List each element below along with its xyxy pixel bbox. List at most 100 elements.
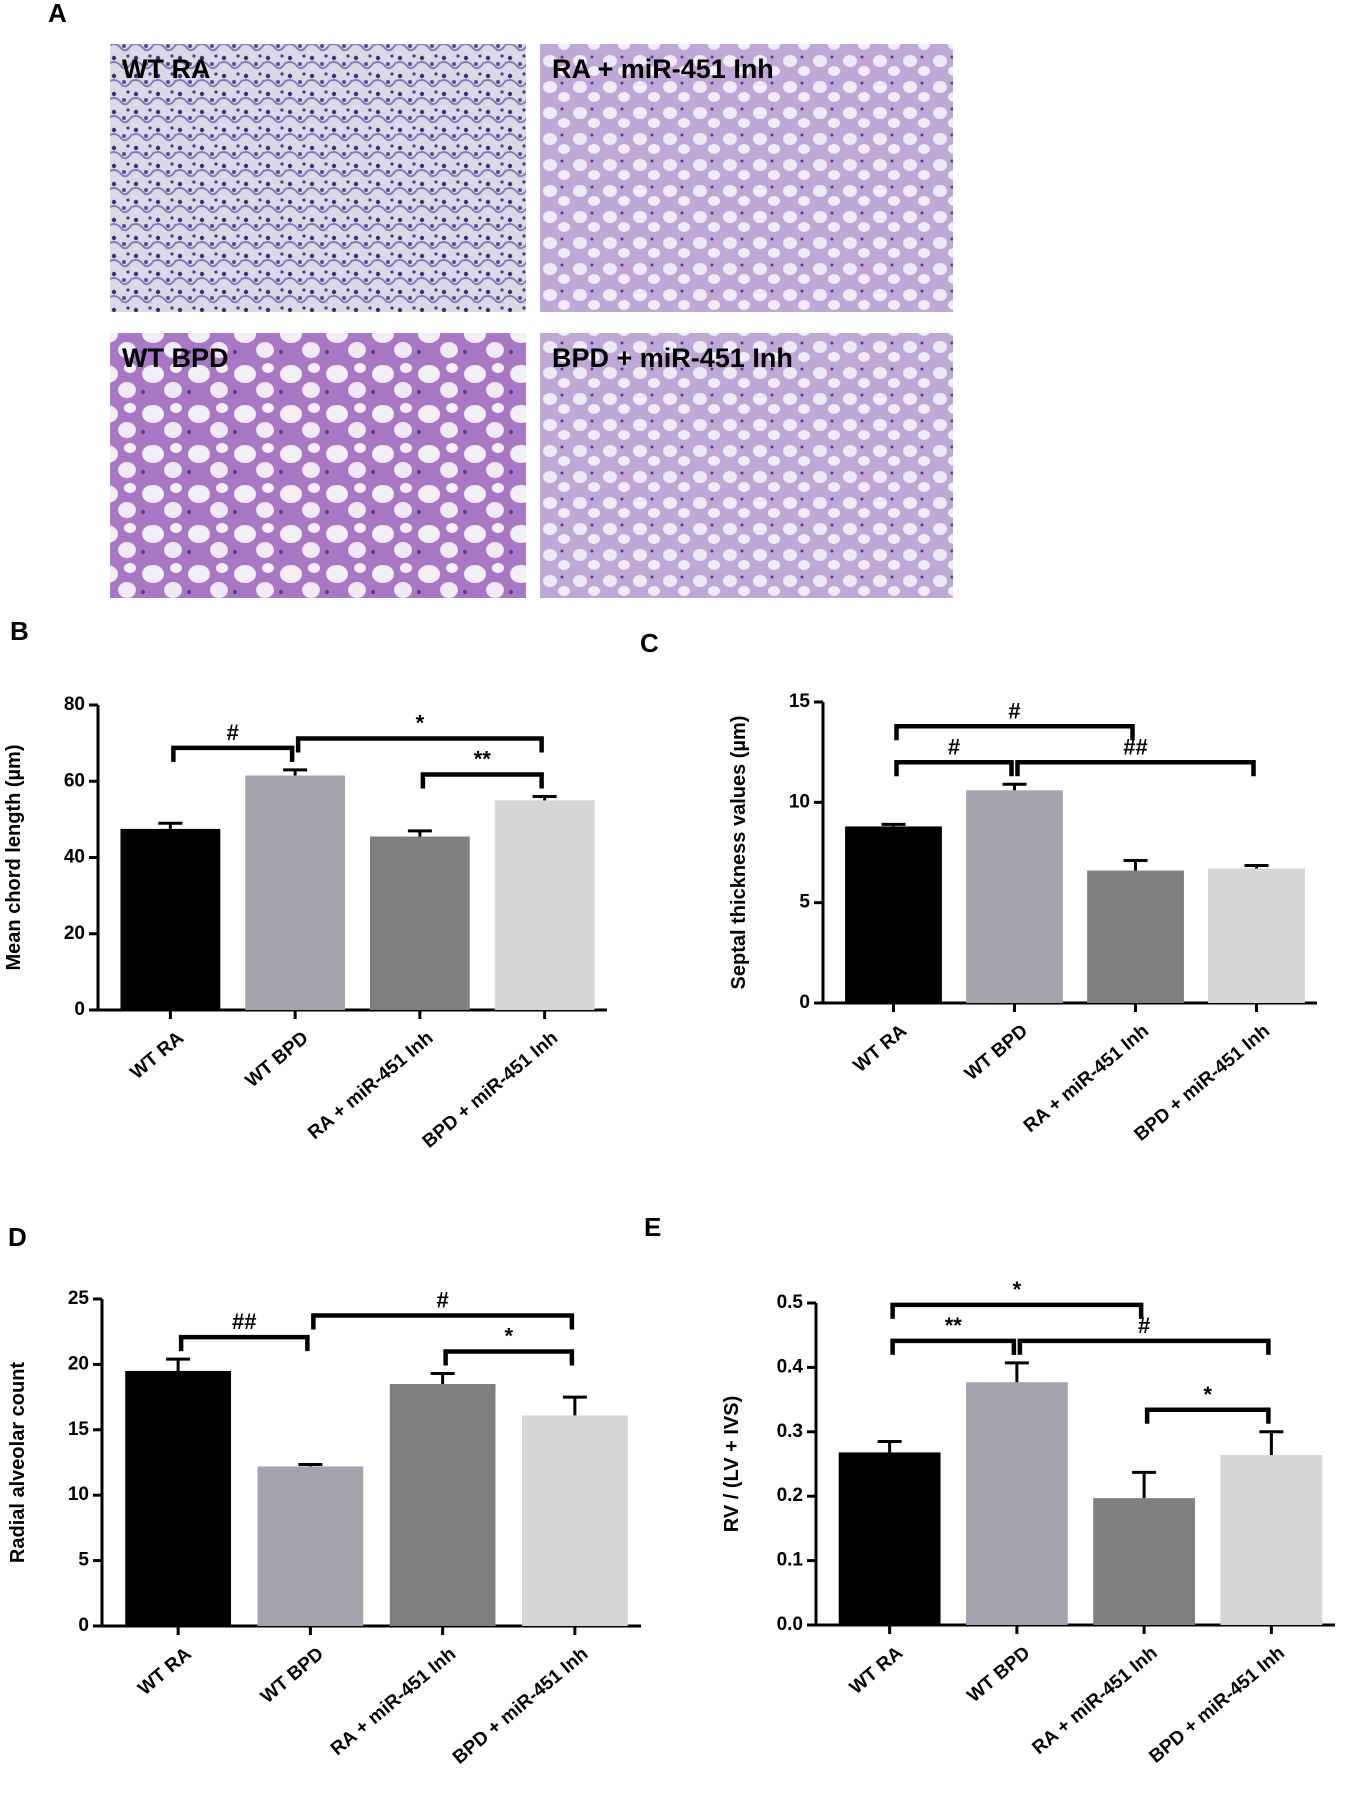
error-bar	[430, 1372, 455, 1385]
significance-label: **	[945, 1313, 963, 1338]
significance-label: *	[1013, 1277, 1022, 1302]
y-tick-label: 0.4	[777, 1356, 804, 1377]
bar	[965, 1382, 1068, 1625]
error-bar	[1004, 1361, 1029, 1383]
error-bar	[1259, 1430, 1284, 1455]
significance-label: *	[1203, 1382, 1212, 1407]
y-tick-label: 10	[68, 1484, 89, 1505]
x-tick-label: RA + miR-451 Inh	[327, 1644, 460, 1760]
y-axis-label: RV / (LV + IVS)	[721, 1396, 743, 1533]
bar	[1093, 1498, 1196, 1625]
significance-bracket	[178, 1334, 310, 1352]
y-tick-label: 60	[64, 770, 85, 791]
error-bar	[407, 829, 432, 837]
bar	[125, 1370, 232, 1626]
bar	[1087, 870, 1184, 1003]
error-bar	[881, 822, 906, 827]
y-tick-label: 5	[78, 1550, 89, 1571]
y-axis-label: Mean chord length (µm)	[3, 745, 25, 971]
significance-bracket	[890, 1338, 1017, 1355]
bar	[521, 1415, 628, 1626]
x-tick-label: RA + miR-451 Inh	[304, 1028, 437, 1144]
y-tick-label: 20	[64, 923, 85, 944]
bar	[245, 775, 346, 1010]
significance-label: #	[437, 1288, 449, 1313]
error-bar	[158, 821, 183, 829]
y-tick-label: 15	[789, 691, 811, 712]
y-tick-label: 0.2	[777, 1485, 803, 1506]
significance-bracket	[311, 1313, 575, 1330]
x-tick-label: BPD + miR-451 Inh	[1145, 1643, 1288, 1768]
panel-label: B	[10, 616, 29, 646]
x-tick-label: WT BPD	[242, 1028, 313, 1092]
significance-label: ##	[232, 1309, 256, 1334]
significance-label: *	[504, 1324, 513, 1349]
panel-label: C	[640, 628, 659, 658]
x-tick-label: WT BPD	[257, 1644, 328, 1708]
bar	[389, 1384, 496, 1626]
x-tick-label: WT RA	[846, 1642, 907, 1698]
significance-bracket	[1015, 760, 1256, 777]
x-tick-label: WT RA	[127, 1027, 188, 1083]
image-caption: RA + miR-451 Inh	[552, 54, 774, 84]
y-tick-label: 0.5	[777, 1292, 804, 1313]
panel-label: D	[8, 1222, 27, 1252]
bar	[494, 800, 595, 1010]
significance-bracket	[1017, 1338, 1271, 1355]
x-tick-label: WT RA	[134, 1643, 195, 1699]
error-bar	[1123, 859, 1148, 871]
error-bar	[1244, 864, 1269, 869]
error-bar	[166, 1357, 191, 1371]
image-caption: WT BPD	[122, 343, 228, 373]
y-tick-label: 0.0	[777, 1614, 803, 1635]
x-tick-label: RA + miR-451 Inh	[1020, 1021, 1153, 1137]
significance-label: #	[227, 720, 239, 745]
x-tick-label: BPD + miR-451 Inh	[1131, 1021, 1274, 1146]
y-tick-label: 0.3	[777, 1421, 803, 1442]
y-tick-label: 5	[799, 892, 810, 913]
x-tick-label: WT BPD	[963, 1643, 1034, 1707]
y-tick-label: 0	[799, 992, 810, 1013]
significance-label: #	[948, 734, 960, 759]
error-bar	[1002, 782, 1027, 791]
y-axis-label: Septal thickness values (µm)	[728, 716, 750, 990]
bar	[120, 828, 221, 1010]
y-tick-label: 25	[68, 1288, 90, 1309]
y-tick-label: 0	[78, 1615, 89, 1636]
bar	[1208, 868, 1305, 1003]
error-bar	[877, 1439, 902, 1453]
x-tick-label: BPD + miR-451 Inh	[419, 1028, 562, 1153]
significance-label: #	[1008, 698, 1020, 723]
x-tick-label: WT RA	[850, 1020, 911, 1076]
histology-image	[540, 333, 953, 598]
histology-image	[110, 333, 526, 598]
significance-bracket	[1144, 1407, 1271, 1424]
y-tick-label: 15	[68, 1419, 90, 1440]
bar	[966, 790, 1063, 1003]
significance-bracket	[890, 1302, 1144, 1319]
significance-label: #	[1138, 1313, 1150, 1338]
panel-label: A	[48, 0, 67, 28]
y-tick-label: 0.1	[777, 1550, 804, 1571]
error-bar	[283, 768, 308, 776]
x-tick-label: RA + miR-451 Inh	[1028, 1643, 1161, 1759]
error-bar	[532, 795, 557, 801]
significance-bracket	[171, 745, 295, 762]
significance-bracket	[894, 760, 1014, 777]
histology-image	[540, 44, 953, 312]
y-tick-label: 20	[68, 1353, 89, 1374]
bar	[838, 1452, 941, 1625]
y-tick-label: 40	[64, 847, 85, 868]
bar	[1220, 1454, 1323, 1625]
panel-label: E	[644, 1212, 661, 1242]
image-caption: WT RA	[122, 54, 210, 84]
significance-bracket	[443, 1349, 575, 1366]
error-bar	[562, 1395, 587, 1416]
y-tick-label: 80	[64, 694, 85, 715]
histology-image	[110, 44, 526, 312]
bar	[369, 836, 470, 1010]
error-bar	[298, 1462, 323, 1467]
significance-bracket	[420, 772, 544, 789]
significance-bracket	[295, 736, 544, 753]
